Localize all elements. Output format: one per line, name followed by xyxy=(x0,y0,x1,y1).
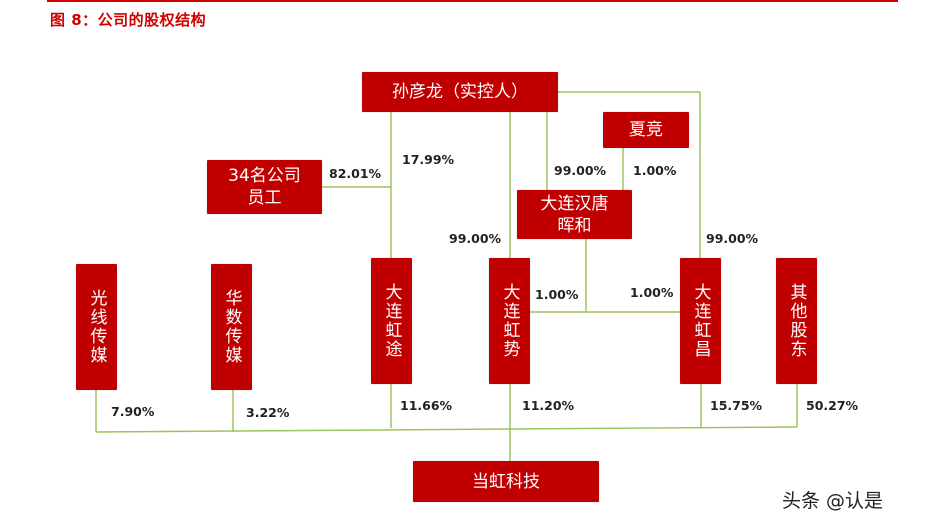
node-company: 当虹科技 xyxy=(413,461,599,502)
watermark: 头条 @认是 xyxy=(782,490,884,512)
figure-title: 图 8：公司的股权结构 xyxy=(50,11,207,29)
top-rule xyxy=(47,0,898,2)
node-label: 大连虹昌 xyxy=(690,283,711,359)
node-hongchang: 大连虹昌 xyxy=(680,258,721,384)
node-controller: 孙彦龙（实控人） xyxy=(362,72,558,112)
node-hongtu: 大连虹途 xyxy=(371,258,412,384)
node-label: 华数传媒 xyxy=(221,289,242,365)
node-label: 34名公司员工 xyxy=(228,166,301,208)
pct-huashu: 3.22% xyxy=(246,405,290,420)
pct-controller-hongshi: 99.00% xyxy=(449,231,502,246)
node-label: 其他股东 xyxy=(786,283,807,359)
node-label: 大连汉唐晖和 xyxy=(540,193,609,236)
node-label: 孙彦龙（实控人） xyxy=(392,82,528,102)
pct-controller-hantang: 99.00% xyxy=(554,163,607,178)
node-label: 大连虹势 xyxy=(499,283,520,359)
pct-hongtu: 11.66% xyxy=(400,398,453,413)
node-huashu: 华数传媒 xyxy=(211,264,252,390)
node-label: 夏竞 xyxy=(629,120,663,140)
node-hantang: 大连汉唐晖和 xyxy=(517,190,632,239)
node-xiajing: 夏竞 xyxy=(603,112,689,148)
pct-hongchang: 15.75% xyxy=(710,398,763,413)
pct-guangxian: 7.90% xyxy=(111,404,155,419)
node-others: 其他股东 xyxy=(776,258,817,384)
node-label: 光线传媒 xyxy=(86,289,107,365)
pct-xiajing-hantang: 1.00% xyxy=(633,163,677,178)
node-label: 当虹科技 xyxy=(472,471,540,492)
node-label: 大连虹途 xyxy=(381,283,402,359)
pct-controller-hongtu: 17.99% xyxy=(402,152,455,167)
node-employees: 34名公司员工 xyxy=(207,160,322,214)
pct-hantang-hongshi: 1.00% xyxy=(535,287,579,302)
pct-controller-hongchang: 99.00% xyxy=(706,231,759,246)
pct-others: 50.27% xyxy=(806,398,859,413)
pct-hantang-hongchang: 1.00% xyxy=(630,285,674,300)
pct-employees-hongtu: 82.01% xyxy=(329,166,382,181)
pct-hongshi: 11.20% xyxy=(522,398,575,413)
node-hongshi: 大连虹势 xyxy=(489,258,530,384)
node-guangxian: 光线传媒 xyxy=(76,264,117,390)
